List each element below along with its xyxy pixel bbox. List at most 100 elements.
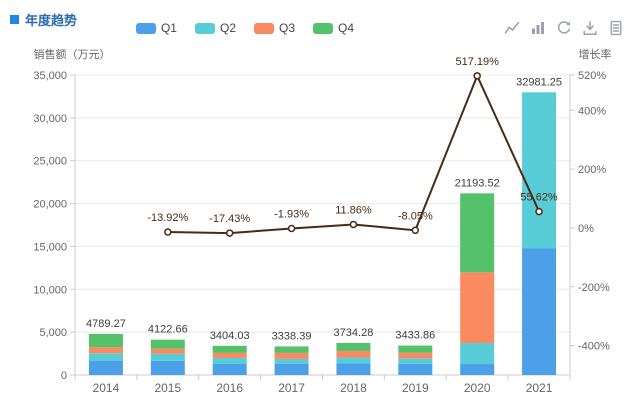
x-axis-label: 2015 (154, 381, 181, 395)
bar-segment-2019-q2[interactable] (398, 358, 433, 364)
title-text: 年度趋势 (25, 13, 78, 28)
left-axis-tick-label: 10,000 (33, 284, 67, 296)
bar-segment-2020-q4[interactable] (460, 193, 495, 273)
legend-swatch-icon (194, 22, 215, 34)
right-axis-tick-label: -200% (578, 282, 610, 294)
bar-segment-2016-q4[interactable] (212, 345, 247, 353)
bar-segment-2019-q1[interactable] (398, 363, 433, 375)
left-axis-name: 销售额（万元） (34, 47, 111, 61)
bar-segment-2015-q2[interactable] (150, 353, 185, 361)
legend-item-q2[interactable]: Q2 (194, 21, 236, 35)
bar-segment-2014-q3[interactable] (88, 347, 123, 354)
legend-item-q4[interactable]: Q4 (313, 21, 354, 35)
bar-total-label: 3338.39 (272, 330, 312, 342)
right-axis-tick-label: -400% (578, 341, 610, 353)
legend-label: Q4 (338, 21, 355, 35)
growth-label: -17.43% (209, 213, 250, 225)
left-axis-tick-label: 5,000 (39, 327, 67, 339)
left-axis-tick-label: 0 (61, 370, 67, 382)
bar-total-label: 3404.03 (210, 330, 250, 342)
bar-segment-2021-q2[interactable] (522, 92, 557, 249)
bar-segment-2015-q3[interactable] (150, 348, 185, 354)
bar-segment-2016-q2[interactable] (212, 357, 247, 364)
bar-segment-2015-q4[interactable] (150, 339, 185, 349)
bar-segment-2019-q4[interactable] (398, 345, 433, 353)
bar-segment-2016-q3[interactable] (212, 352, 247, 358)
legend: Q1 Q2 Q3 Q4 (0, 21, 490, 35)
right-axis-name: 增长率 (579, 47, 612, 61)
bar-total-label: 21193.52 (455, 177, 500, 189)
title-marker-icon (10, 15, 19, 24)
bar-segment-2014-q1[interactable] (88, 360, 123, 375)
left-axis-tick-label: 30,000 (33, 113, 67, 125)
restore-icon[interactable] (556, 20, 572, 36)
left-axis-tick-label: 20,000 (33, 199, 67, 211)
bar-segment-2018-q4[interactable] (336, 342, 371, 351)
left-axis-tick-label: 15,000 (33, 241, 67, 253)
bar-segment-2018-q3[interactable] (336, 350, 371, 358)
line-chart-icon[interactable] (504, 20, 520, 36)
bar-segment-2020-q3[interactable] (460, 272, 495, 344)
bar-total-label: 3433.86 (395, 330, 435, 342)
bar-total-label: 4789.27 (86, 318, 126, 330)
growth-point-2021[interactable] (535, 207, 543, 216)
bar-segment-2016-q1[interactable] (212, 363, 247, 375)
growth-point-2019[interactable] (411, 226, 420, 235)
growth-point-2015[interactable] (164, 228, 172, 236)
bar-total-label: 3734.28 (334, 327, 374, 339)
download-icon[interactable] (582, 20, 598, 36)
growth-label: -1.93% (274, 209, 309, 221)
bar-segment-2015-q1[interactable] (150, 360, 185, 375)
bar-segment-2021-q1[interactable] (522, 248, 557, 375)
growth-label: 517.19% (455, 56, 499, 68)
legend-item-q3[interactable]: Q3 (254, 21, 295, 35)
legend-label: Q2 (219, 21, 236, 35)
right-axis-tick-label: 520% (578, 70, 606, 82)
chart-title: 年度趋势 (10, 10, 77, 29)
data-view-icon[interactable] (608, 20, 624, 36)
legend-swatch-icon (254, 22, 274, 34)
right-axis-tick-label: 400% (578, 105, 606, 117)
x-axis-label: 2019 (402, 381, 429, 395)
bar-total-label: 32981.25 (516, 76, 562, 88)
growth-point-2018[interactable] (349, 220, 358, 229)
bar-segment-2014-q4[interactable] (88, 333, 123, 348)
toolbar (504, 20, 624, 36)
right-axis-tick-label: 0% (578, 223, 594, 235)
x-axis-label: 2017 (278, 381, 305, 395)
bar-total-label: 4122.66 (148, 324, 188, 336)
growth-label: -13.92% (147, 212, 188, 224)
left-axis-tick-label: 25,000 (33, 156, 67, 168)
legend-item-q1[interactable]: Q1 (135, 21, 177, 35)
growth-point-2016[interactable] (225, 229, 234, 237)
growth-label: 55.62% (520, 192, 558, 204)
bar-chart-icon[interactable] (530, 20, 546, 36)
left-axis-tick-label: 35,000 (33, 70, 67, 82)
bar-segment-2018-q1[interactable] (336, 363, 371, 375)
growth-point-2017[interactable] (287, 224, 296, 233)
x-axis-label: 2018 (340, 381, 367, 395)
legend-label: Q1 (160, 21, 177, 35)
growth-label: -8.05% (398, 210, 433, 222)
bar-segment-2019-q3[interactable] (398, 352, 433, 359)
growth-point-2020[interactable] (473, 72, 481, 80)
growth-label: 11.86% (335, 204, 372, 216)
bar-segment-2017-q3[interactable] (274, 352, 309, 359)
legend-label: Q3 (279, 21, 296, 35)
bar-segment-2017-q1[interactable] (274, 363, 309, 375)
x-axis-label: 2016 (216, 381, 243, 395)
x-axis-label: 2020 (464, 381, 491, 395)
x-axis-label: 2014 (93, 381, 120, 395)
bar-segment-2014-q2[interactable] (88, 353, 123, 361)
legend-swatch-icon (135, 22, 156, 34)
bar-segment-2020-q1[interactable] (460, 364, 495, 375)
legend-swatch-icon (313, 22, 334, 34)
bar-segment-2017-q2[interactable] (274, 358, 309, 364)
bar-segment-2020-q2[interactable] (460, 343, 495, 365)
x-axis-label: 2021 (526, 381, 553, 395)
bar-segment-2018-q2[interactable] (336, 357, 371, 364)
bar-segment-2017-q4[interactable] (274, 346, 309, 353)
right-axis-tick-label: 200% (578, 164, 606, 176)
